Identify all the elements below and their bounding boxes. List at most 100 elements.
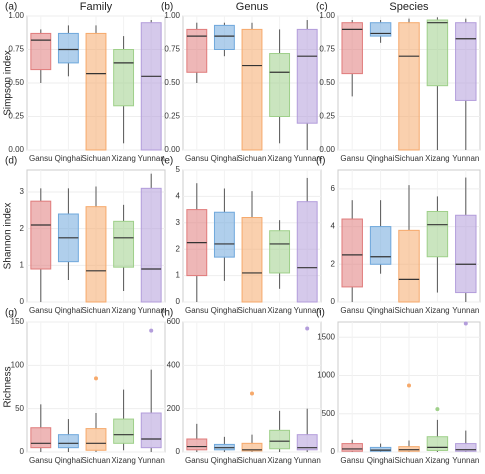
outlier [407,383,411,388]
y-tick-label: 0.75 [8,45,24,54]
box [341,22,363,75]
panel-label: (b) [161,2,173,13]
y-tick-label: 400 [167,360,181,369]
x-tick-label: Gansu [340,456,364,465]
y-tick-label: 0 [20,297,25,306]
y-tick-label: 200 [167,404,181,413]
x-tick-label: Sichuan [238,154,267,163]
x-tick-label: Qinghai [211,306,239,315]
y-tick-label: 0.00 [319,145,335,154]
x-tick-label: Sichuan [395,306,424,315]
x-tick-label: Qinghai [55,456,83,465]
box [140,187,162,303]
y-tick-label: 3 [176,218,181,227]
panel-label: (d) [5,156,17,167]
y-tick-label: 0.25 [164,112,180,121]
y-tick-label: 1 [20,260,25,269]
y-tick-label: 0.00 [8,145,24,154]
y-tick-label: 0 [176,297,181,306]
box [426,19,449,87]
x-tick-label: Qinghai [211,154,239,163]
x-tick-label: Yunnan [138,154,165,163]
box [455,22,477,101]
x-tick-label: Xizang [267,154,291,163]
outlier [149,328,154,333]
box [213,24,235,50]
y-tick-label: 0 [176,447,181,456]
box [30,200,52,270]
x-tick-label: Gansu [340,154,364,163]
x-tick-label: Xizang [111,306,135,315]
box [296,434,318,451]
y-tick-label: 0.75 [164,45,180,54]
x-tick-label: Qinghai [55,306,83,315]
box [398,229,420,303]
box [186,28,208,73]
y-tick-label: 2 [331,259,336,268]
x-tick-label: Gansu [29,456,53,465]
box [113,220,135,268]
panel-label: (e) [161,156,173,167]
box [455,214,477,294]
y-tick-label: 1 [176,271,181,280]
y-tick-label: 4 [331,222,336,231]
x-tick-label: Xizang [267,456,291,465]
x-tick-label: Yunnan [294,456,321,465]
chart-title: Genus [236,1,269,13]
x-tick-label: Gansu [185,154,209,163]
box [57,32,79,64]
box [269,53,291,117]
box [85,32,107,151]
box [113,418,135,444]
y-tick-label: 0.25 [319,112,335,121]
y-tick-label: 1000 [317,371,335,380]
y-tick-label: 0.00 [164,145,180,154]
x-tick-label: Yunnan [294,154,321,163]
outlier [463,321,468,326]
y-tick-label: 100 [11,360,25,369]
outlier [305,326,310,331]
x-tick-label: Xizang [425,154,449,163]
panel-label: (f) [316,156,325,167]
y-tick-label: 1.00 [319,11,335,20]
box [369,446,392,452]
y-tick-label: 2 [176,244,181,253]
box [85,206,107,303]
y-tick-label: 0.75 [319,45,335,54]
y-tick-label: 1500 [317,332,335,341]
x-tick-label: Yunnan [138,306,165,315]
y-axis-label: Shannon index [3,203,14,270]
x-tick-label: Sichuan [82,456,111,465]
box [140,412,162,449]
box [426,436,449,451]
box [269,230,291,274]
x-tick-label: Yunnan [452,154,479,163]
x-tick-label: Qinghai [367,306,395,315]
box [241,442,263,452]
y-tick-label: 0 [20,447,25,456]
y-tick-label: 150 [11,317,25,326]
chart-title: Family [80,1,113,13]
x-tick-label: Yunnan [138,456,165,465]
y-tick-label: 0.50 [319,78,335,87]
y-tick-label: 50 [15,404,24,413]
x-tick-label: Yunnan [452,306,479,315]
box [30,32,52,71]
x-tick-label: Gansu [185,456,209,465]
x-tick-label: Yunnan [294,306,321,315]
x-tick-label: Xizang [111,154,135,163]
x-tick-label: Xizang [425,306,449,315]
box [186,438,208,451]
box [369,22,392,37]
y-tick-label: 2 [20,224,25,233]
box [341,443,363,452]
x-tick-label: Gansu [185,306,209,315]
outlier [94,376,98,381]
y-tick-label: 0.50 [8,78,24,87]
panel-label: (a) [5,2,17,13]
x-tick-label: Sichuan [238,456,267,465]
outlier [250,391,254,396]
box [341,218,363,288]
x-tick-label: Xizang [425,456,449,465]
panel-label: (g) [5,308,17,319]
